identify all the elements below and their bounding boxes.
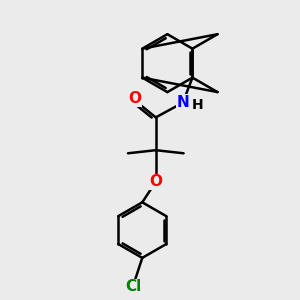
Text: H: H bbox=[192, 98, 203, 112]
Text: Cl: Cl bbox=[125, 279, 142, 294]
Text: O: O bbox=[128, 91, 141, 106]
Text: N: N bbox=[176, 95, 189, 110]
Text: O: O bbox=[149, 174, 162, 189]
